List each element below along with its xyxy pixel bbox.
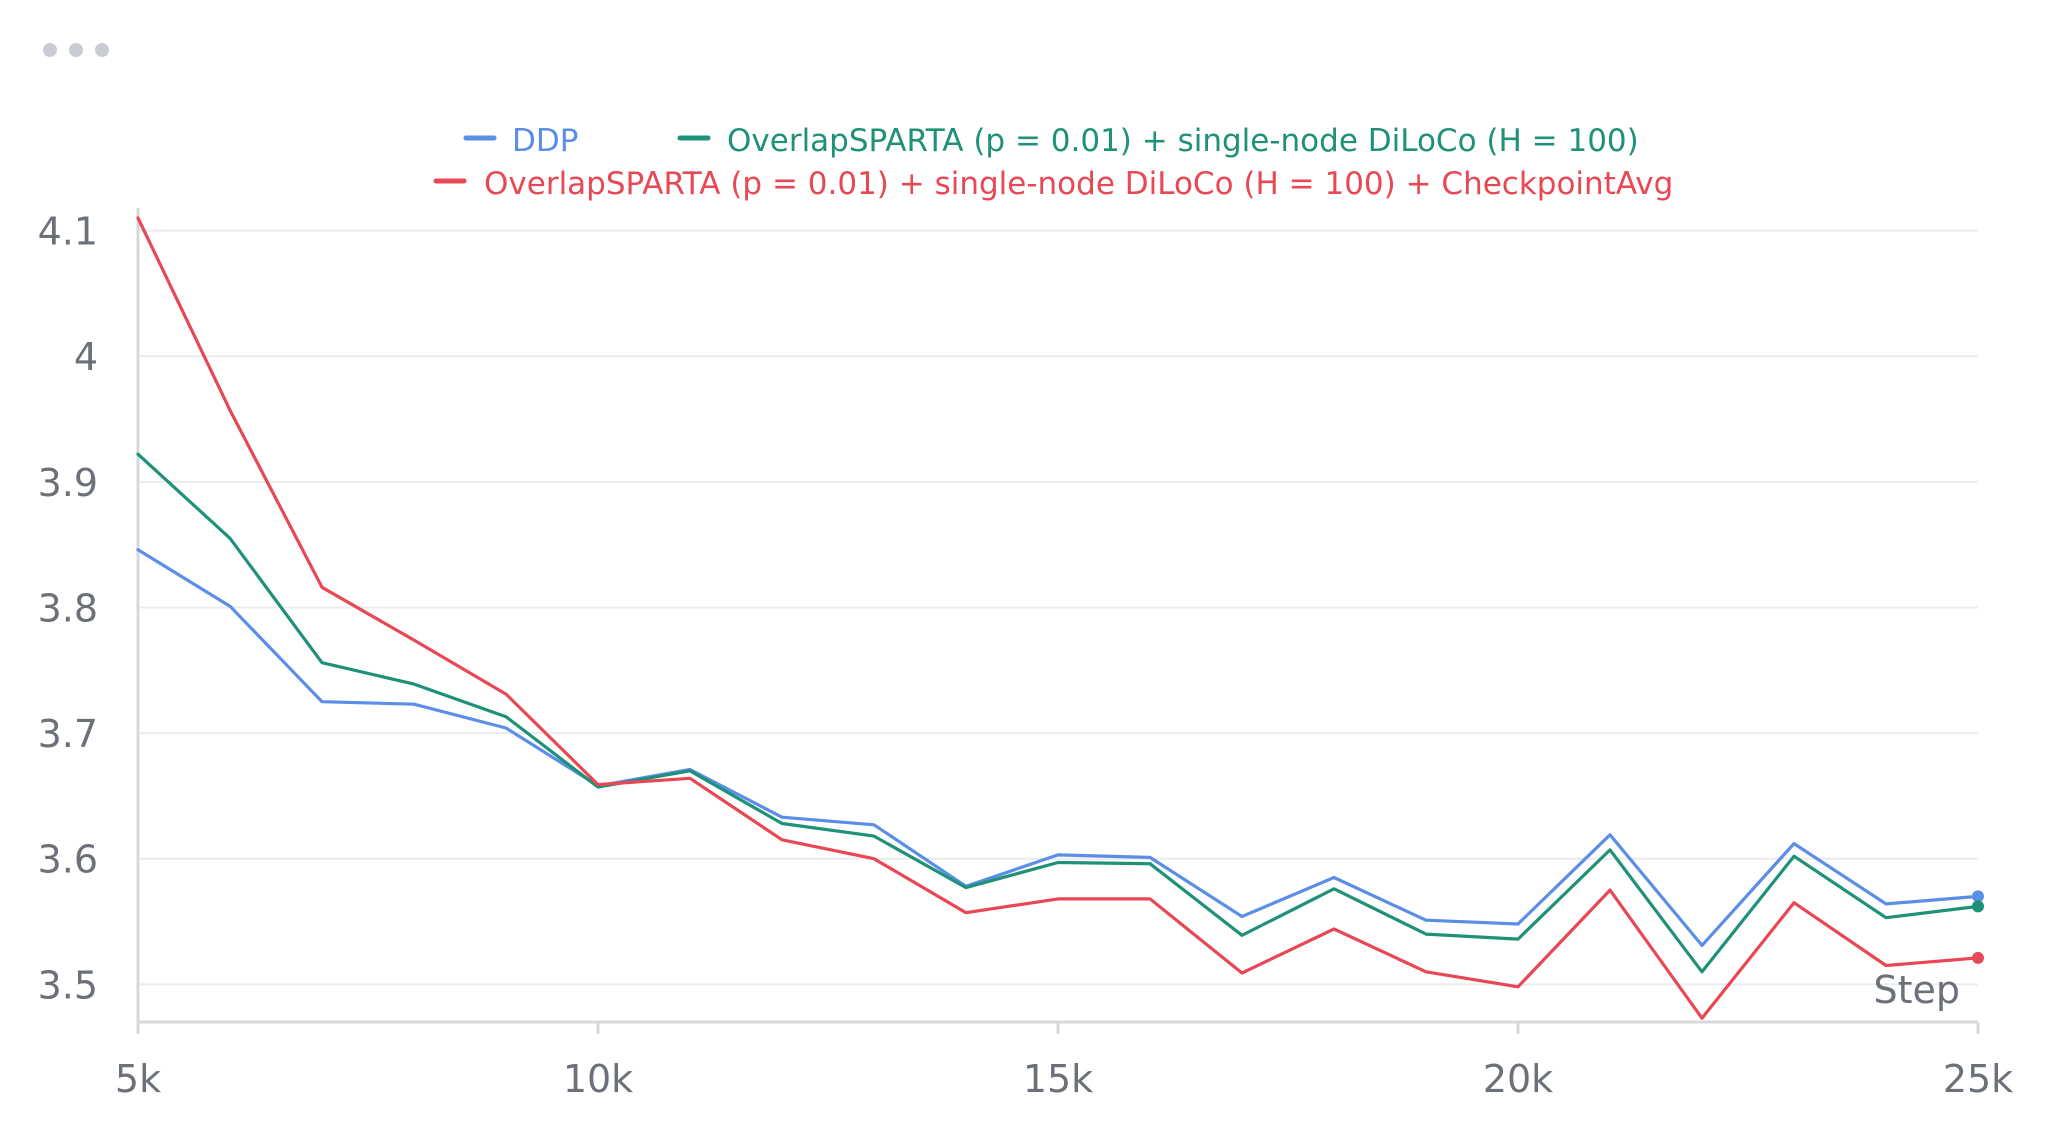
series-line — [136, 216, 1980, 1020]
legend-item-3[interactable]: OverlapSPARTA (p = 0.01) + single-node D… — [433, 166, 1673, 202]
legend-label: OverlapSPARTA (p = 0.01) + single-node D… — [484, 166, 1673, 202]
legend-label: DDP — [512, 123, 578, 159]
y-tick-label: 3.6 — [38, 838, 98, 882]
series-lines — [136, 216, 1984, 1020]
series-end-point — [1972, 951, 1984, 964]
x-tick-label: 25k — [1943, 1057, 2013, 1101]
legend: DDP OverlapSPARTA (p = 0.01) + single-nod… — [433, 123, 1673, 202]
x-tick-label: 5k — [115, 1057, 161, 1101]
series-end-point — [1972, 900, 1984, 913]
x-tick-label: 15k — [1023, 1057, 1093, 1101]
grid — [138, 229, 1978, 986]
y-tick-label: 3.7 — [38, 712, 98, 756]
series-3 — [136, 216, 1984, 1020]
x-tick-label: 10k — [563, 1057, 633, 1101]
y-tick-label: 3.5 — [38, 963, 98, 1007]
series-line — [136, 548, 1980, 948]
y-tick-label: 4 — [74, 335, 98, 379]
series-1 — [136, 548, 1984, 948]
ellipsis-icon[interactable] — [43, 43, 109, 57]
series-end-point — [1972, 890, 1984, 903]
x-axis-title: Step — [1873, 968, 1960, 1012]
y-tick-label: 4.1 — [38, 210, 98, 254]
legend-item-1[interactable]: DDP — [463, 123, 578, 159]
series-2 — [136, 452, 1984, 974]
axes: 3.5 3.6 3.7 3.8 3.9 4 4.1 5k 10k 15k 20k 25k Step — [38, 208, 2013, 1101]
y-tick-label: 3.9 — [38, 461, 98, 505]
series-line — [136, 452, 1980, 974]
legend-item-2[interactable]: OverlapSPARTA (p = 0.01) + single-node D… — [677, 123, 1639, 159]
legend-label: OverlapSPARTA (p = 0.01) + single-node D… — [727, 123, 1639, 159]
y-tick-label: 3.8 — [38, 586, 98, 630]
x-tick-label: 20k — [1483, 1057, 1553, 1101]
